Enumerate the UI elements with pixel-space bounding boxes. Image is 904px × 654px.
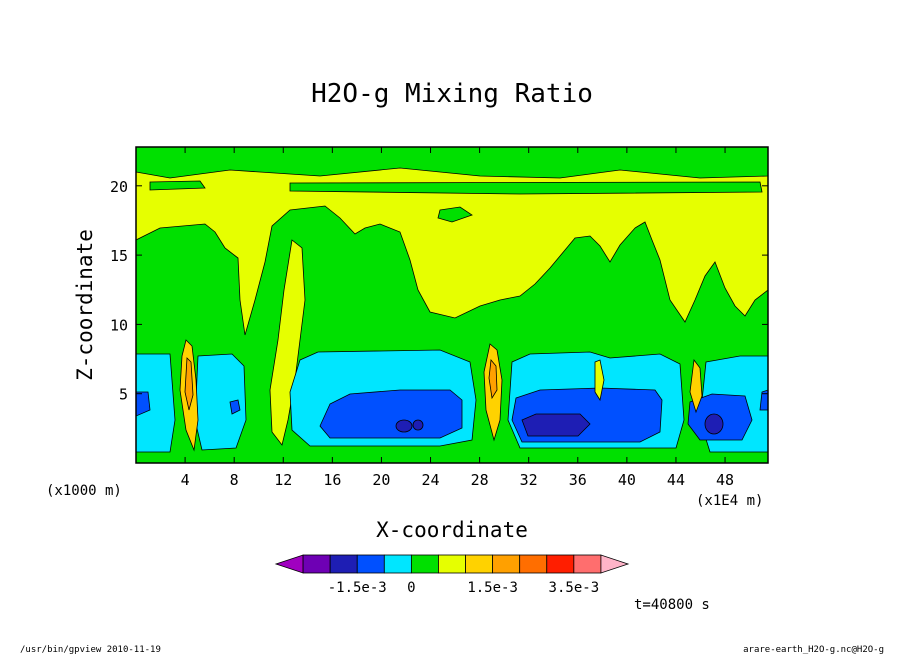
x-tick-label: 8 <box>230 471 239 489</box>
colorbar-swatch <box>302 554 331 574</box>
field-plume <box>184 357 194 411</box>
field-top-band <box>136 147 768 179</box>
colorbar-labels: -1.5e-3 0 1.5e-3 3.5e-3 <box>328 580 599 596</box>
colorbar-label: 3.5e-3 <box>549 580 600 596</box>
colorbar-swatch <box>410 554 439 574</box>
field-patch <box>437 206 473 223</box>
colorbar-swatch <box>519 554 548 574</box>
y-axis-label: Z-coordinate <box>73 229 97 381</box>
colorbar-swatch <box>383 554 412 574</box>
colorbar-swatch <box>356 554 385 574</box>
field-core <box>759 389 768 411</box>
plot-area <box>136 147 768 463</box>
field-intrusion <box>269 239 306 446</box>
field-core <box>319 389 463 439</box>
field-strip <box>289 181 763 195</box>
x-tick-label: 24 <box>421 471 439 489</box>
colorbar-swatch <box>465 554 494 574</box>
x-tick-label: 4 <box>181 471 190 489</box>
colorbar-swatch <box>600 554 630 574</box>
field-min <box>412 419 424 431</box>
field-core <box>229 399 241 415</box>
x-tick-label: 48 <box>716 471 734 489</box>
colorbar-swatch <box>573 554 602 574</box>
field-min <box>395 419 413 433</box>
field-plume <box>488 359 498 400</box>
x-tick-label: 28 <box>471 471 489 489</box>
colorbar-swatch <box>546 554 575 574</box>
colorbar-swatch <box>329 554 358 574</box>
colorbar-label: 0 <box>407 580 415 596</box>
colorbar-swatch <box>492 554 521 574</box>
x-tick-label: 16 <box>323 471 341 489</box>
x-axis-label: X-coordinate <box>376 518 528 542</box>
x-tick-label: 12 <box>274 471 292 489</box>
field-min <box>521 413 591 437</box>
x-axis: 4 8 12 16 20 24 28 32 36 40 44 48 <box>181 147 734 489</box>
y-tick-label: 15 <box>110 247 128 265</box>
y-axis: 5 10 15 20 <box>110 178 768 404</box>
time-label: t=40800 s <box>634 597 710 613</box>
colorbar-swatch <box>274 554 304 574</box>
y-tick-label: 5 <box>119 386 128 404</box>
colorbar-label: -1.5e-3 <box>328 580 387 596</box>
field-plume <box>689 358 703 414</box>
field-low-layer <box>136 353 176 453</box>
field-core <box>136 391 151 417</box>
y-tick-label: 20 <box>110 178 128 196</box>
x-tick-label: 32 <box>520 471 538 489</box>
footer-left: /usr/bin/gpview 2010-11-19 <box>20 645 161 654</box>
x-tick-label: 40 <box>618 471 636 489</box>
colorbar <box>274 554 630 574</box>
x-unit-right: (x1E4 m) <box>696 493 763 509</box>
plot-frame <box>135 146 769 464</box>
field-min <box>704 413 724 435</box>
x-unit-left: (x1000 m) <box>46 483 122 499</box>
x-tick-label: 36 <box>569 471 587 489</box>
field-plume <box>594 359 605 402</box>
x-tick-label: 44 <box>667 471 685 489</box>
field-strip <box>149 180 206 191</box>
colorbar-swatch <box>438 554 466 574</box>
footer-right: arare-earth_H2O-g.nc@H2O-g <box>743 645 884 654</box>
y-tick-label: 10 <box>110 316 128 334</box>
chart-title: H2O-g Mixing Ratio <box>311 79 593 109</box>
colorbar-label: 1.5e-3 <box>467 580 518 596</box>
x-tick-label: 20 <box>372 471 390 489</box>
